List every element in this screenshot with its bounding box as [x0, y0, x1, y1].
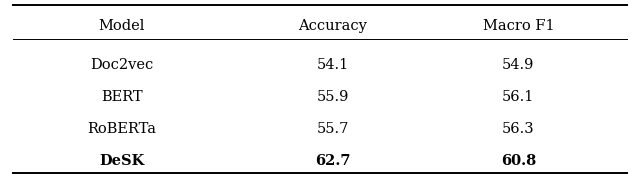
Text: 60.8: 60.8 — [500, 154, 536, 168]
Text: 56.1: 56.1 — [502, 90, 534, 104]
Text: 56.3: 56.3 — [502, 122, 534, 136]
Text: 62.7: 62.7 — [315, 154, 351, 168]
Text: DeSK: DeSK — [99, 154, 144, 168]
Text: Macro F1: Macro F1 — [483, 19, 554, 33]
Text: 54.1: 54.1 — [317, 58, 349, 72]
Text: 54.9: 54.9 — [502, 58, 534, 72]
Text: Model: Model — [99, 19, 145, 33]
Text: Accuracy: Accuracy — [298, 19, 367, 33]
Text: 55.9: 55.9 — [317, 90, 349, 104]
Text: RoBERTa: RoBERTa — [87, 122, 156, 136]
Text: BERT: BERT — [100, 90, 143, 104]
Text: 55.7: 55.7 — [317, 122, 349, 136]
Text: Doc2vec: Doc2vec — [90, 58, 153, 72]
